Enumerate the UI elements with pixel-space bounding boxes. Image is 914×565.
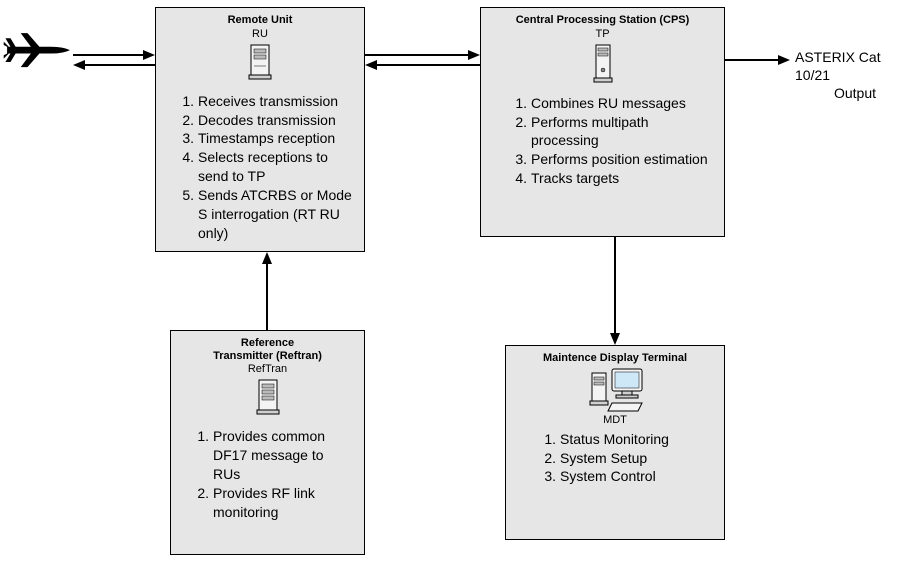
list-text: System Control — [560, 467, 712, 486]
cps-box: Central Processing Station (CPS) TP 1.Co… — [480, 7, 725, 237]
list-text: Selects receptions to send to TP — [198, 148, 352, 186]
list-item: 3.System Control — [536, 467, 712, 486]
list-text: Decodes transmission — [198, 111, 352, 130]
list-text: Performs position estimation — [531, 150, 710, 169]
list-item: 2.Decodes transmission — [174, 111, 352, 130]
list-text: Sends ATCRBS or Mode S interrogation (RT… — [198, 186, 352, 243]
list-item: 1.Receives transmission — [174, 92, 352, 111]
list-number: 3. — [174, 129, 194, 148]
list-number: 3. — [507, 150, 527, 169]
diagram-stage: Remote Unit RU 1.Receives transmission2.… — [0, 0, 914, 565]
list-text: Provides common DF17 message to RUs — [213, 427, 352, 484]
list-item: 2.Provides RF link monitoring — [189, 484, 352, 522]
list-number: 2. — [174, 111, 194, 130]
list-text: System Setup — [560, 449, 712, 468]
reftran-title: Reference Transmitter (Reftran) — [171, 337, 364, 362]
cps-title: Central Processing Station (CPS) — [481, 14, 724, 27]
list-text: Status Monitoring — [560, 430, 712, 449]
list-number: 4. — [174, 148, 194, 186]
list-item: 3.Performs position estimation — [507, 150, 710, 169]
reftran-device-icon — [253, 379, 283, 419]
list-item: 1.Status Monitoring — [536, 430, 712, 449]
list-text: Receives transmission — [198, 92, 352, 111]
mdt-list: 1.Status Monitoring2.System Setup3.Syste… — [506, 430, 724, 487]
list-item: 1.Provides common DF17 message to RUs — [189, 427, 352, 484]
ru-device-icon — [245, 44, 275, 84]
output-line2: Output — [795, 84, 914, 102]
mdt-device-icon — [586, 367, 644, 413]
list-number: 2. — [507, 113, 527, 151]
reftran-list: 1.Provides common DF17 message to RUs2.P… — [171, 427, 364, 521]
mdt-title: Maintence Display Terminal — [506, 352, 724, 365]
list-text: Provides RF link monitoring — [213, 484, 352, 522]
list-number: 2. — [189, 484, 209, 522]
list-number: 3. — [536, 467, 556, 486]
list-number: 1. — [189, 427, 209, 484]
tp-device-icon — [589, 44, 617, 86]
remote-unit-box: Remote Unit RU 1.Receives transmission2.… — [155, 7, 365, 252]
output-label: ASTERIX Cat 10/21 Output — [795, 48, 914, 103]
list-item: 5.Sends ATCRBS or Mode S interrogation (… — [174, 186, 352, 243]
mdt-sub: MDT — [506, 414, 724, 426]
list-text: Timestamps reception — [198, 129, 352, 148]
cps-sub: TP — [481, 28, 724, 40]
cps-list: 1.Combines RU messages2.Performs multipa… — [481, 94, 724, 188]
list-number: 2. — [536, 449, 556, 468]
list-item: 4.Selects receptions to send to TP — [174, 148, 352, 186]
list-item: 3.Timestamps reception — [174, 129, 352, 148]
reftran-box: Reference Transmitter (Reftran) RefTran … — [170, 330, 365, 555]
aircraft-icon — [4, 33, 70, 67]
arrow-layer — [0, 0, 914, 565]
output-line1: ASTERIX Cat 10/21 — [795, 49, 881, 83]
remote-unit-title: Remote Unit — [156, 14, 364, 27]
list-number: 1. — [536, 430, 556, 449]
list-item: 4.Tracks targets — [507, 169, 710, 188]
list-item: 1.Combines RU messages — [507, 94, 710, 113]
remote-unit-list: 1.Receives transmission2.Decodes transmi… — [156, 92, 364, 243]
list-item: 2.System Setup — [536, 449, 712, 468]
list-item: 2.Performs multipath processing — [507, 113, 710, 151]
list-number: 1. — [507, 94, 527, 113]
list-number: 5. — [174, 186, 194, 243]
list-text: Performs multipath processing — [531, 113, 710, 151]
list-text: Combines RU messages — [531, 94, 710, 113]
reftran-title-line2: Transmitter (Reftran) — [213, 350, 322, 362]
list-number: 4. — [507, 169, 527, 188]
remote-unit-sub: RU — [156, 28, 364, 40]
list-text: Tracks targets — [531, 169, 710, 188]
reftran-title-line1: Reference — [241, 337, 294, 349]
reftran-sub: RefTran — [171, 363, 364, 375]
mdt-box: Maintence Display Terminal MDT 1.Status … — [505, 345, 725, 540]
list-number: 1. — [174, 92, 194, 111]
